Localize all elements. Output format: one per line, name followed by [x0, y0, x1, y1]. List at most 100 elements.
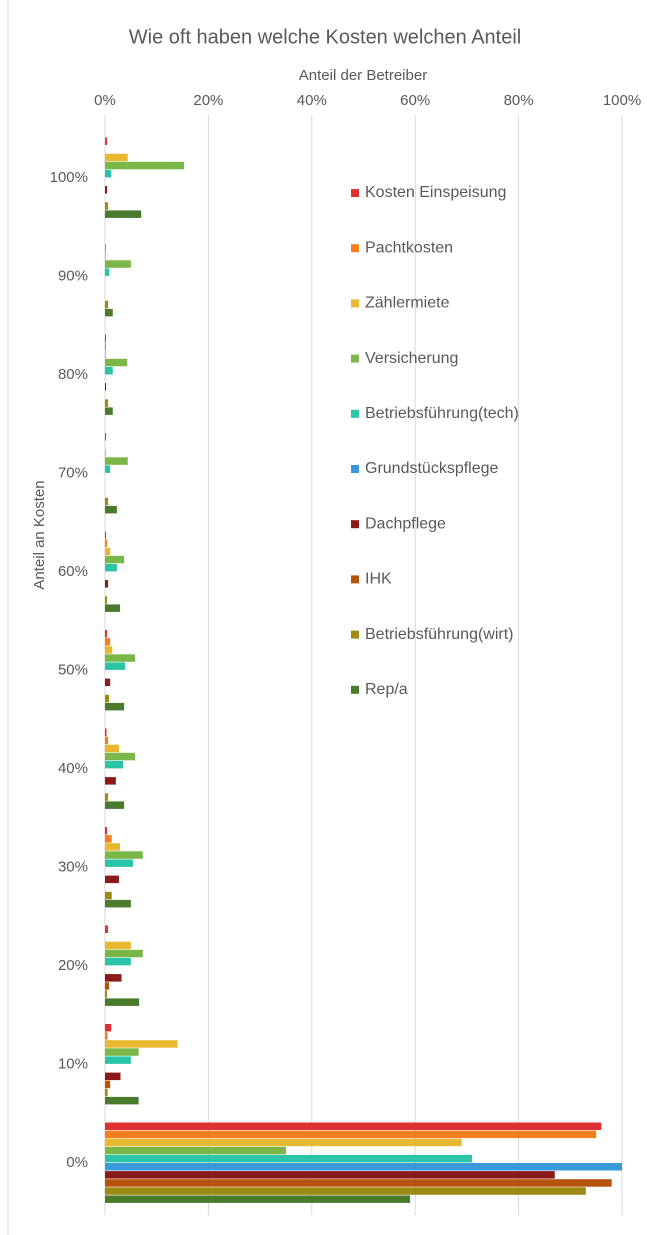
bar: [105, 694, 110, 703]
legend-label: Betriebsführung(wirt): [365, 626, 514, 643]
y-tick-label: 80%: [58, 366, 88, 383]
bar: [105, 891, 112, 900]
legend-swatch: [351, 244, 359, 253]
legend-swatch: [351, 465, 359, 473]
y-tick-label: 30%: [58, 858, 88, 875]
bar: [105, 736, 109, 745]
bar: [105, 678, 111, 687]
y-tick-label: 60%: [58, 563, 88, 580]
bar: [105, 1187, 586, 1195]
bar: [105, 990, 108, 998]
y-tick-label: 40%: [58, 760, 88, 777]
bar: [105, 161, 185, 170]
bar: [105, 1195, 411, 1203]
bar: [105, 1179, 612, 1187]
bar: [105, 334, 107, 342]
bar: [105, 1056, 131, 1064]
legend-label: Zählermiete: [365, 295, 450, 312]
bar: [105, 186, 108, 194]
bar: [105, 744, 119, 753]
bar: [105, 1146, 286, 1155]
x-tick-label: 40%: [297, 92, 327, 109]
x-tick-label: 100%: [603, 92, 641, 109]
bar: [105, 1096, 139, 1105]
bar: [105, 851, 143, 859]
bar: [105, 1171, 555, 1179]
bar: [105, 1138, 462, 1147]
bar: [105, 646, 113, 654]
bar: [105, 1154, 473, 1163]
bar: [105, 998, 140, 1006]
bar: [105, 169, 112, 178]
bar: [105, 949, 143, 958]
bar: [105, 555, 125, 564]
bar: [105, 547, 111, 556]
y-tick-label: 90%: [58, 267, 88, 284]
y-tick-label: 20%: [58, 957, 88, 974]
bar: [105, 638, 111, 646]
bar: [105, 202, 109, 210]
bar: [105, 760, 124, 769]
bar: [105, 728, 107, 736]
bar: [105, 260, 131, 268]
legend-swatch: [351, 685, 359, 694]
legend-label: Betriebsführung(tech): [365, 405, 519, 422]
legend-label: Grundstückspflege: [365, 460, 499, 477]
bar: [105, 801, 125, 809]
bar: [105, 1072, 121, 1081]
x-axis-label: Anteil der Betreiber: [299, 67, 427, 84]
bar: [105, 702, 125, 711]
bar: [105, 300, 109, 309]
bar: [105, 366, 113, 375]
bar: [105, 268, 110, 276]
bar: [105, 580, 109, 588]
bar: [105, 449, 107, 457]
bar: [105, 875, 119, 884]
bar: [105, 604, 120, 612]
bar: [105, 662, 126, 670]
bar: [105, 899, 131, 908]
y-tick-label: 100%: [50, 169, 88, 186]
legend-swatch: [351, 189, 359, 197]
chart-title: Wie oft haben welche Kosten welchen Ante…: [129, 26, 521, 48]
bar: [105, 539, 108, 548]
legend-label: IHK: [365, 571, 392, 588]
bar: [105, 137, 108, 145]
bar: [105, 1130, 597, 1139]
legend-label: Versicherung: [365, 350, 458, 367]
bar: [105, 505, 117, 514]
bar: [105, 793, 109, 801]
bar: [105, 342, 107, 351]
bar: [105, 974, 122, 982]
x-tick-label: 80%: [504, 92, 534, 109]
y-tick-label: 50%: [58, 661, 88, 678]
bar: [105, 596, 108, 604]
bar: [105, 925, 109, 933]
legend-swatch: [351, 630, 359, 639]
y-tick-label: 0%: [66, 1154, 88, 1171]
bar: [105, 153, 128, 162]
legend-label: Rep/a: [365, 681, 408, 698]
bar: [105, 497, 109, 506]
bar: [105, 399, 109, 407]
bar: [105, 982, 110, 990]
bar: [105, 358, 128, 367]
legend-swatch: [351, 409, 359, 418]
bar: [105, 827, 108, 835]
y-tick-label: 70%: [58, 464, 88, 481]
bar: [105, 563, 117, 572]
bar: [105, 252, 107, 260]
bar: [105, 350, 107, 359]
x-tick-label: 20%: [193, 92, 223, 109]
legend-label: Kosten Einspeisung: [365, 184, 506, 201]
bar: [105, 1024, 112, 1032]
legend-swatch: [351, 520, 359, 529]
bar: [105, 957, 131, 966]
bar: [105, 308, 113, 317]
bar: [105, 1088, 108, 1097]
x-tick-label: 0%: [94, 92, 116, 109]
bar: [105, 752, 135, 761]
bar: [105, 1048, 139, 1056]
bar: [105, 433, 107, 441]
bar: [105, 843, 120, 851]
